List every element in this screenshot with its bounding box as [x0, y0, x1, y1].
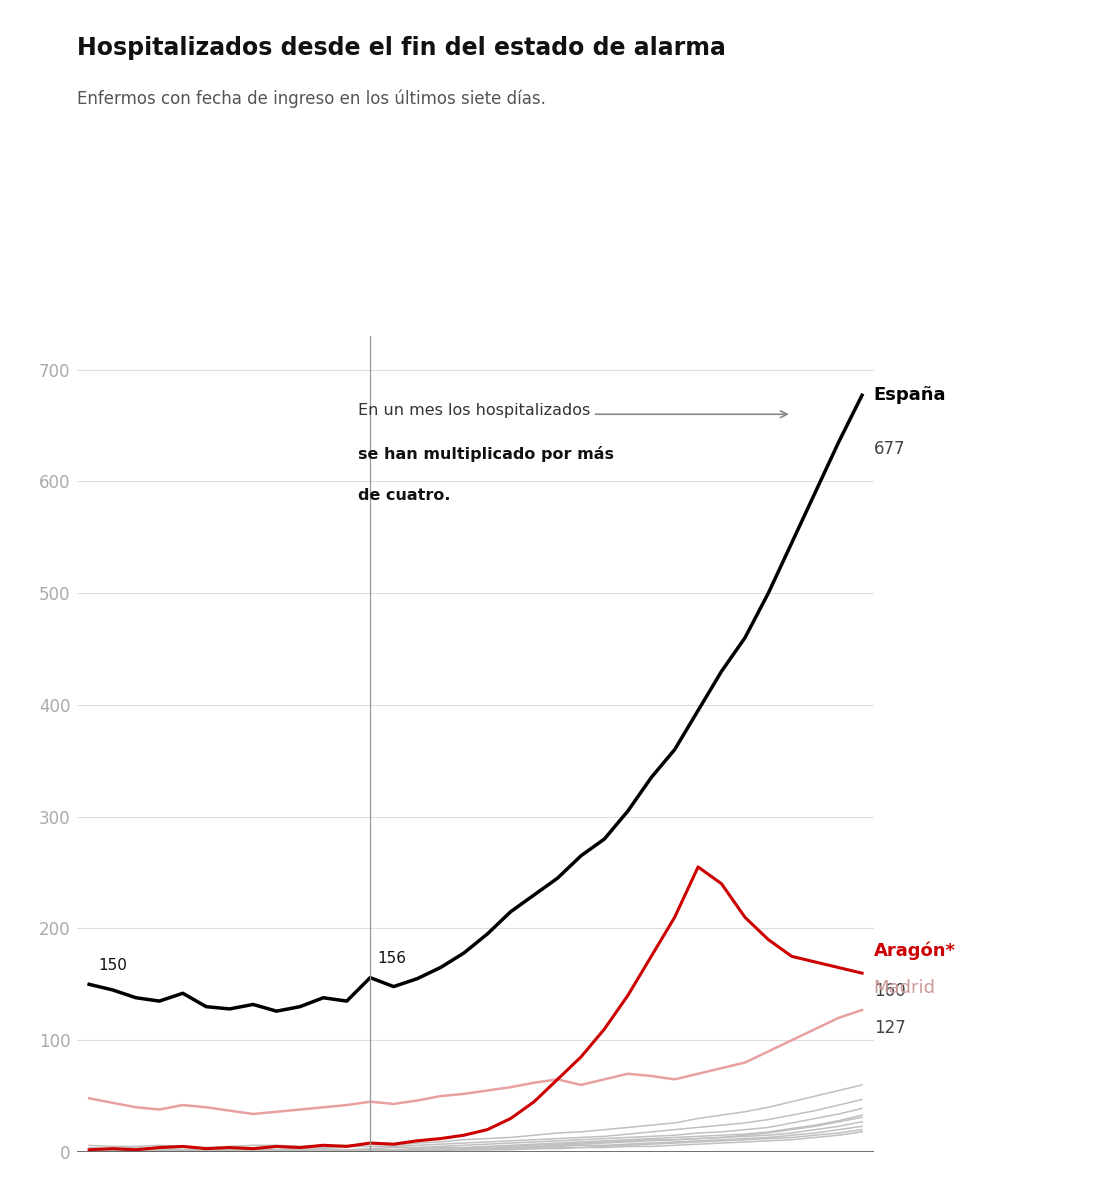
- Text: se han multiplicado por más: se han multiplicado por más: [358, 445, 615, 462]
- Text: Hospitalizados desde el fin del estado de alarma: Hospitalizados desde el fin del estado d…: [77, 36, 727, 60]
- Text: Enfermos con fecha de ingreso en los últimos siete días.: Enfermos con fecha de ingreso en los últ…: [77, 90, 546, 108]
- Text: Aragón*: Aragón*: [874, 941, 956, 960]
- Text: 156: 156: [377, 952, 406, 966]
- Text: 150: 150: [98, 958, 127, 973]
- Text: 127: 127: [874, 1019, 906, 1037]
- Text: 677: 677: [874, 440, 905, 458]
- Text: España: España: [874, 386, 947, 404]
- Text: de cuatro.: de cuatro.: [358, 488, 451, 503]
- Text: En un mes los hospitalizados: En un mes los hospitalizados: [358, 403, 591, 418]
- Text: Madrid: Madrid: [874, 979, 936, 997]
- Text: 160: 160: [874, 982, 906, 1000]
